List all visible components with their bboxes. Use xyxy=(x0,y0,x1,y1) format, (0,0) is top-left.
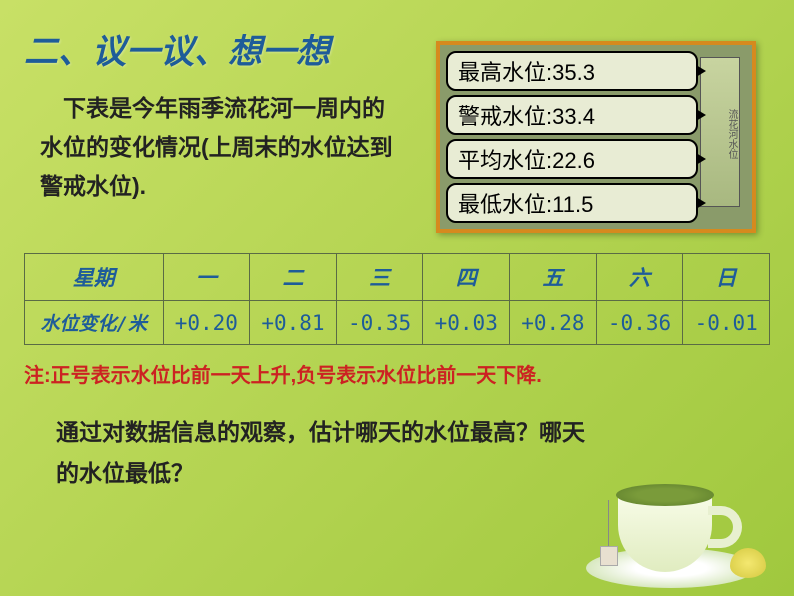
col-header-sat: 六 xyxy=(596,254,683,301)
content-area: 下表是今年雨季流花河一周内的 水位的变化情况(上周末的水位达到 警戒水位). 流… xyxy=(0,73,794,233)
col-header-tue: 二 xyxy=(250,254,337,301)
cell-tue: +0.81 xyxy=(250,301,337,345)
water-level-photo: 流花河水位 最高水位:35.3 警戒水位:33.4 平均水位:22.6 最低水位… xyxy=(436,41,756,233)
cup-handle-icon xyxy=(708,506,742,548)
water-level-max: 最高水位:35.3 xyxy=(446,51,698,91)
col-header-wed: 三 xyxy=(336,254,423,301)
col-header-mon: 一 xyxy=(163,254,250,301)
table-data-row: 水位变化/米 +0.20 +0.81 -0.35 +0.03 +0.28 -0.… xyxy=(25,301,770,345)
cell-mon: +0.20 xyxy=(163,301,250,345)
intro-line-1: 下表是今年雨季流花河一周内的 xyxy=(40,89,420,128)
col-header-day: 星期 xyxy=(25,254,164,301)
intro-text: 下表是今年雨季流花河一周内的 水位的变化情况(上周末的水位达到 警戒水位). xyxy=(40,89,420,233)
water-level-min: 最低水位:11.5 xyxy=(446,183,698,223)
question-line-1: 通过对数据信息的观察，估计哪天的水位最高？哪天 xyxy=(56,412,734,453)
col-header-sun: 日 xyxy=(683,254,770,301)
intro-line-3: 警戒水位). xyxy=(40,167,420,206)
teacup-decoration-icon xyxy=(566,466,766,596)
table-header-row: 星期 一 二 三 四 五 六 日 xyxy=(25,254,770,301)
river-sign-board: 流花河水位 xyxy=(700,57,740,207)
row-label-change: 水位变化/米 xyxy=(25,301,164,345)
col-header-fri: 五 xyxy=(510,254,597,301)
water-change-table: 星期 一 二 三 四 五 六 日 水位变化/米 +0.20 +0.81 -0.3… xyxy=(24,253,770,345)
cup-tea-icon xyxy=(616,484,714,506)
teabag-icon xyxy=(600,546,618,566)
cell-fri: +0.28 xyxy=(510,301,597,345)
table-note: 注:正号表示水位比前一天上升,负号表示水位比前一天下降. xyxy=(24,359,770,388)
water-level-warning: 警戒水位:33.4 xyxy=(446,95,698,135)
cell-sun: -0.01 xyxy=(683,301,770,345)
col-header-thu: 四 xyxy=(423,254,510,301)
cell-sat: -0.36 xyxy=(596,301,683,345)
water-level-avg: 平均水位:22.6 xyxy=(446,139,698,179)
lemon-icon xyxy=(730,548,766,578)
cell-wed: -0.35 xyxy=(336,301,423,345)
intro-line-2: 水位的变化情况(上周末的水位达到 xyxy=(40,128,420,167)
cell-thu: +0.03 xyxy=(423,301,510,345)
